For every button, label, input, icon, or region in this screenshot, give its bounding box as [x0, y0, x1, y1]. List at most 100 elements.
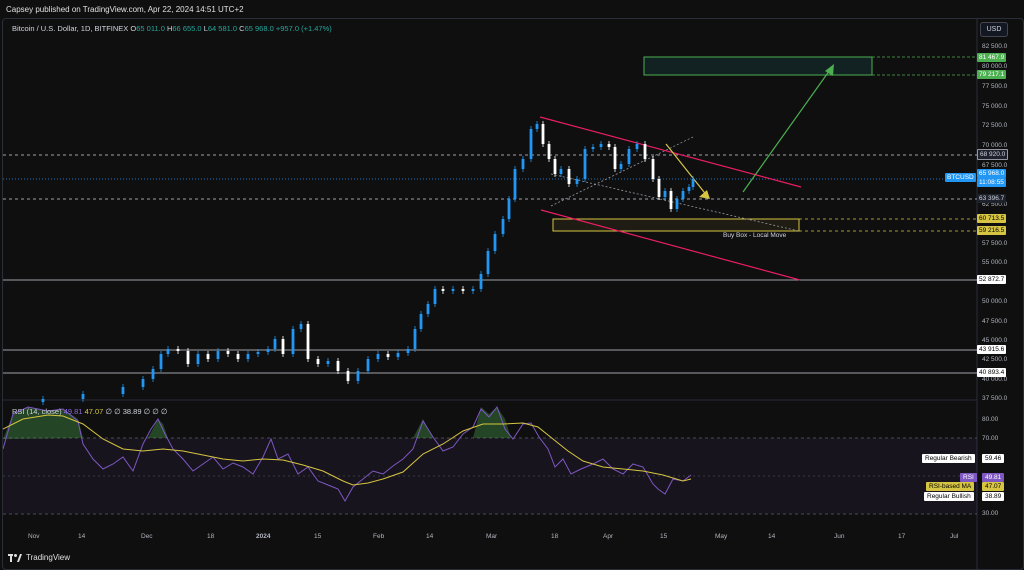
price-axis[interactable]: 82 500.0 80 000.0 77 500.0 75 000.0 72 5… [976, 40, 1024, 530]
time-tick: Apr [603, 533, 614, 540]
candle-body [627, 149, 631, 164]
candle-body [433, 289, 437, 304]
price-tag-60713: 60 713.5 [977, 214, 1007, 223]
candle-body [675, 199, 679, 209]
rsi-tag-label: RSI [960, 473, 977, 482]
buy-box [552, 218, 800, 232]
price-countdown: 11:08:55 [977, 178, 1006, 187]
time-tick: Jun [834, 533, 845, 540]
rsi-label[interactable]: RSI (14, close) [12, 407, 62, 416]
candle-body [583, 149, 587, 179]
rsi-header: RSI (14, close) 49.81 47.07 ∅ ∅ 38.89 ∅ … [12, 407, 167, 416]
buy-box-label: Buy Box - Local Move [723, 232, 787, 239]
regular-bullish-label: Regular Bullish [924, 492, 974, 501]
candle-body [176, 349, 180, 351]
candle-body [635, 144, 639, 149]
candle-body [121, 387, 125, 394]
candle-body [273, 339, 277, 349]
price-tick: 75 000.0 [982, 103, 1008, 110]
candle-body [507, 199, 511, 219]
candle-body [426, 304, 430, 314]
rsi-ma-tag-label: RSI-based MA [926, 482, 975, 491]
rsi-na-5: ∅ [160, 407, 168, 416]
rsi-na-3: ∅ [143, 407, 151, 416]
candle-body [151, 369, 155, 379]
candle-body [613, 147, 617, 169]
time-tick: May [715, 533, 728, 540]
price-tag-40893: 40 893.4 [977, 368, 1007, 377]
channel-upper [539, 116, 802, 188]
rsi-ma-value: 47.07 [84, 407, 104, 416]
candle-body [461, 289, 465, 291]
low-label: L [203, 24, 208, 33]
candle-body [396, 353, 400, 357]
currency-button[interactable]: USD [980, 22, 1008, 37]
rsi-na-1: ∅ [105, 407, 112, 416]
published-banner: Capsey published on TradingView.com, Apr… [0, 0, 1024, 18]
close-value: 65 968.0 [244, 24, 274, 33]
tradingview-logo[interactable]: TradingView [8, 553, 70, 562]
candle-body [547, 144, 551, 159]
time-tick: Nov [28, 533, 40, 540]
price-tick: 50 000.0 [982, 298, 1008, 305]
price-tag-79217: 79 217.1 [977, 70, 1007, 79]
green-arrow [742, 66, 833, 193]
candle-body [41, 399, 45, 402]
candle-body [529, 129, 533, 159]
rsi-tick-30: 30.00 [982, 510, 999, 517]
time-tick: 18 [207, 533, 215, 540]
btcusd-label: BTCUSD [945, 173, 976, 182]
price-tick: 80 000.0 [982, 63, 1008, 70]
rsi-na-4: ∅ [152, 407, 159, 416]
candle-body [236, 354, 240, 359]
green-arrow-head [825, 64, 834, 76]
high-value: 66 655.0 [172, 24, 202, 33]
time-axis[interactable]: Nov 14 Dec 18 2024 15 Feb 14 Mar 18 Apr … [0, 531, 976, 545]
target-box [643, 56, 873, 76]
candle-body [326, 361, 330, 364]
candle-body [451, 289, 455, 291]
time-tick: 14 [426, 533, 434, 540]
candle-body [663, 191, 667, 197]
rsi-tick-70: 70.00 [982, 435, 999, 442]
price-tick: 67 500.0 [982, 162, 1008, 169]
candle-body [266, 349, 270, 352]
price-tag-59216: 59 216.5 [977, 226, 1007, 235]
candle-body [651, 159, 655, 179]
rsi-line [3, 405, 692, 502]
candle-body [501, 219, 505, 234]
price-tick: 55 000.0 [982, 259, 1008, 266]
price-tick: 62 500.0 [982, 201, 1008, 208]
price-tag-43915: 43 915.6 [977, 345, 1007, 354]
candle-body [406, 349, 410, 353]
price-tick: 42 500.0 [982, 356, 1008, 363]
candle-body [541, 124, 545, 144]
candle-body [471, 289, 475, 291]
candle-body [441, 289, 445, 291]
candle-body [521, 159, 525, 169]
rsi-level-value: 38.89 [122, 407, 142, 416]
yellow-arrow-head [699, 190, 710, 199]
rsi-ma-line [3, 414, 692, 486]
price-tick: 37 500.0 [982, 395, 1008, 402]
chart-frame[interactable]: Buy Box - Local Move [2, 18, 1024, 570]
candle-body [216, 351, 220, 359]
candle-body [299, 324, 303, 329]
price-tick: 45 000.0 [982, 337, 1008, 344]
high-label: H [166, 24, 173, 33]
channel-lower [540, 209, 801, 281]
rsi-overbought-fill [3, 407, 83, 439]
chart-canvas[interactable] [3, 19, 1023, 569]
price-tick: 70 000.0 [982, 142, 1008, 149]
regular-bearish-value: 59.46 [982, 454, 1005, 463]
rsi-tag-value: 49.81 [982, 473, 1005, 482]
time-tick: 14 [768, 533, 776, 540]
symbol-name[interactable]: Bitcoin / U.S. Dollar, 1D, BITFINEX [12, 24, 129, 33]
candle-body [535, 124, 539, 129]
candle-body [513, 169, 517, 199]
price-tick: 77 500.0 [982, 83, 1008, 90]
candle-body [567, 169, 571, 184]
regular-bearish-label: Regular Bearish [922, 454, 975, 463]
time-tick: 18 [551, 533, 559, 540]
close-label: C [239, 24, 245, 33]
